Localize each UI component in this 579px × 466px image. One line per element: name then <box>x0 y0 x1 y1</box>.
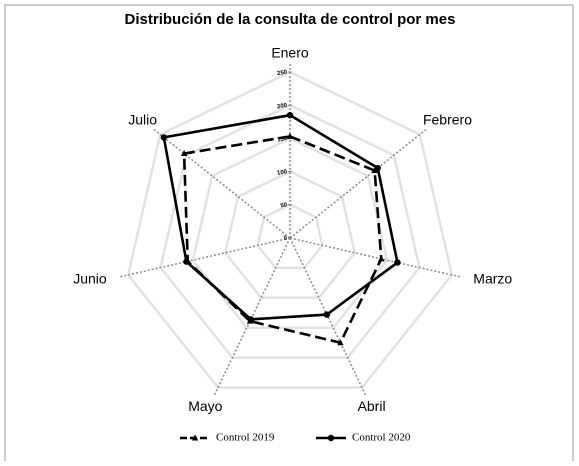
data-point <box>378 255 385 262</box>
chart-title: Distribución de la consulta de control p… <box>125 11 456 28</box>
tick-label: 200 <box>277 103 289 111</box>
data-point <box>160 134 168 141</box>
category-label: Enero <box>271 45 309 61</box>
chart-frame <box>4 4 574 466</box>
grid-web <box>191 137 389 329</box>
legend-marker <box>191 434 199 441</box>
data-point <box>180 150 188 157</box>
series-line <box>182 135 383 344</box>
data-point <box>337 339 344 346</box>
axis-spoke <box>289 237 460 278</box>
axis-spoke <box>289 128 427 239</box>
category-label: Marzo <box>473 271 512 287</box>
data-point <box>247 316 255 323</box>
data-point <box>374 164 381 172</box>
tick-label: 0 <box>283 236 288 243</box>
grid-web <box>126 70 454 389</box>
category-label: Mayo <box>188 398 222 414</box>
tick-label: 150 <box>277 136 289 144</box>
series-line <box>162 113 399 321</box>
data-point <box>286 111 294 119</box>
grid-web <box>159 103 421 359</box>
legend-label: Control 2019 <box>216 432 275 444</box>
grid-web <box>223 170 357 300</box>
category-label: Junio <box>73 271 107 287</box>
tick-label: 100 <box>277 169 289 177</box>
data-point <box>286 132 294 139</box>
data-point <box>323 311 331 318</box>
legend-label: Control 2020 <box>352 432 411 444</box>
category-label: Julio <box>128 111 157 127</box>
data-point <box>371 167 378 174</box>
axis-spoke <box>213 237 291 396</box>
grid-web <box>256 203 324 270</box>
data-point <box>394 259 401 266</box>
data-point <box>183 258 190 265</box>
axis-spoke <box>120 237 291 278</box>
legend-marker <box>327 434 335 442</box>
axis-spoke <box>289 237 367 396</box>
category-label: Febrero <box>423 111 472 127</box>
tick-label: 250 <box>277 70 289 78</box>
axis-spoke <box>153 128 291 239</box>
category-label: Abril <box>358 398 386 414</box>
tick-label: 50 <box>280 202 288 209</box>
